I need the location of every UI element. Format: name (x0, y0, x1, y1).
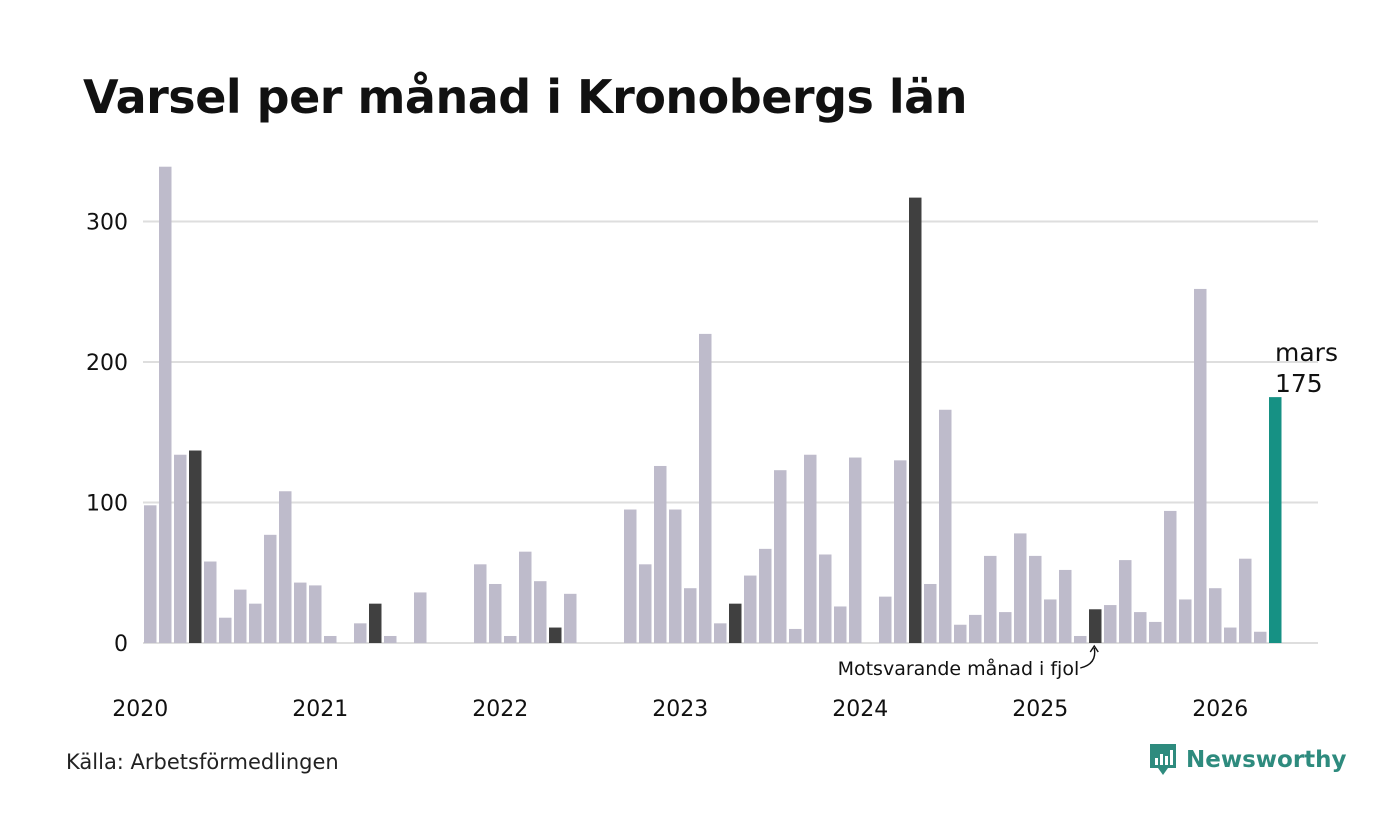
bar (624, 509, 637, 643)
gridlines (143, 220, 1318, 644)
x-tick-label: 2026 (1192, 697, 1248, 722)
bar (879, 596, 892, 643)
bar (984, 555, 997, 643)
bar (804, 454, 817, 643)
bar (204, 561, 217, 643)
bar (144, 505, 157, 643)
bar (759, 548, 772, 643)
annotation-arrowhead (1089, 644, 1099, 653)
bar (849, 457, 862, 643)
bar (1224, 627, 1237, 643)
bar (534, 581, 547, 643)
bar (1029, 555, 1042, 643)
bar (639, 564, 652, 643)
bar (699, 333, 712, 643)
bar (774, 470, 787, 643)
newsworthy-logo-icon (1150, 744, 1176, 775)
bar (564, 593, 577, 643)
y-axis-ticks: 0 100 200 300 (86, 211, 128, 658)
y-tick-label: 0 (114, 632, 128, 657)
bar (159, 166, 172, 643)
bar (1209, 588, 1222, 643)
bar (1194, 288, 1207, 643)
bar (1134, 612, 1147, 643)
x-axis-ticks: 2020 2021 2022 2023 2024 2025 2026 (112, 697, 1248, 722)
bar (789, 628, 802, 643)
bar (684, 588, 697, 643)
bar (909, 197, 922, 644)
bar (954, 624, 967, 643)
bar (714, 623, 727, 643)
current-month-label: mars (1275, 338, 1338, 367)
bar (819, 554, 832, 643)
bar (1044, 599, 1057, 643)
bar (324, 635, 337, 643)
bar (279, 491, 292, 643)
x-tick-label: 2024 (832, 697, 888, 722)
bar (474, 564, 487, 643)
bar (1269, 397, 1282, 643)
bar (969, 614, 982, 643)
bar (489, 583, 502, 643)
bar (924, 583, 937, 643)
bar (549, 627, 562, 643)
bar (1059, 569, 1072, 643)
bar (189, 450, 202, 643)
bar (1119, 560, 1132, 643)
bar (999, 612, 1012, 643)
bar (369, 603, 382, 643)
annotation-arrow (1080, 647, 1096, 669)
y-tick-label: 300 (86, 211, 128, 236)
source-label: Källa: Arbetsförmedlingen (66, 750, 339, 774)
y-tick-label: 100 (86, 492, 128, 517)
bar (234, 589, 247, 643)
newsworthy-brand: Newsworthy (1148, 742, 1347, 778)
bar (1089, 609, 1102, 643)
bar (894, 460, 907, 643)
bar (519, 551, 532, 643)
x-tick-label: 2020 (112, 697, 168, 722)
bar (264, 534, 277, 643)
bar (1254, 631, 1267, 643)
current-value-label: 175 (1275, 369, 1323, 398)
bar (744, 575, 757, 643)
bar (504, 635, 517, 643)
bar (1014, 533, 1027, 643)
bar (174, 454, 187, 643)
bar (1074, 635, 1087, 643)
bar (384, 635, 397, 643)
brand-name: Newsworthy (1186, 747, 1347, 773)
x-tick-label: 2025 (1012, 697, 1068, 722)
bar (294, 582, 307, 643)
annotation-text: Motsvarande månad i fjol (838, 657, 1080, 680)
bar (1239, 558, 1252, 643)
bar (1149, 621, 1162, 643)
bar (414, 592, 427, 643)
chart-title: Varsel per månad i Kronobergs län (83, 70, 967, 124)
bar (654, 465, 667, 643)
bar (669, 509, 682, 643)
bars (144, 166, 1282, 644)
bar (354, 623, 367, 643)
bar (1104, 605, 1117, 643)
y-tick-label: 200 (86, 351, 128, 376)
x-tick-label: 2022 (472, 697, 528, 722)
bar (1179, 599, 1192, 643)
bar (249, 603, 262, 643)
bar (834, 606, 847, 643)
bar (309, 585, 322, 643)
bar (939, 409, 952, 643)
bar (219, 617, 232, 643)
bar (1164, 510, 1177, 643)
bar (729, 603, 742, 643)
x-tick-label: 2023 (652, 697, 708, 722)
x-tick-label: 2021 (292, 697, 348, 722)
